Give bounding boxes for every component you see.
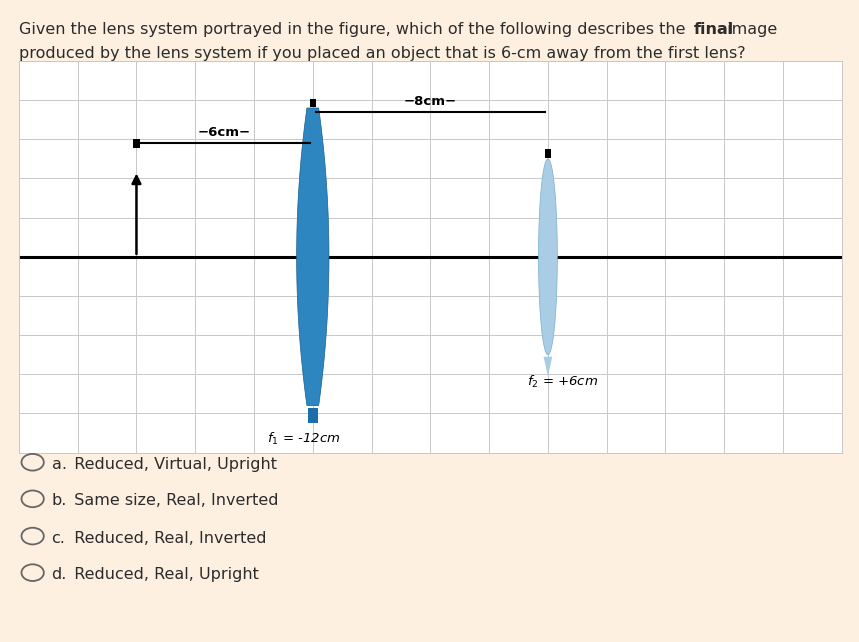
Text: d.: d. (52, 568, 67, 582)
Text: a.: a. (52, 457, 66, 472)
Text: b.: b. (52, 494, 67, 508)
Text: −6cm−: −6cm− (198, 126, 251, 139)
Text: Reduced, Real, Upright: Reduced, Real, Upright (64, 568, 259, 582)
Text: produced by the lens system if you placed an object that is 6-cm away from the f: produced by the lens system if you place… (19, 46, 746, 61)
Text: −8cm−: −8cm− (404, 95, 457, 108)
Bar (545, 150, 551, 158)
Text: final: final (694, 22, 734, 37)
Text: $f_2$ = +6cm: $f_2$ = +6cm (527, 374, 598, 390)
Text: image: image (722, 22, 777, 37)
Text: c.: c. (52, 531, 65, 546)
Text: $f_1$ = -12cm: $f_1$ = -12cm (267, 431, 341, 447)
Bar (133, 139, 140, 148)
Text: Reduced, Real, Inverted: Reduced, Real, Inverted (64, 531, 267, 546)
Bar (308, 408, 318, 423)
Text: Given the lens system portrayed in the figure, which of the following describes : Given the lens system portrayed in the f… (19, 22, 691, 37)
Polygon shape (544, 357, 552, 376)
Bar (309, 99, 316, 107)
Polygon shape (296, 108, 329, 406)
Text: Same size, Real, Inverted: Same size, Real, Inverted (64, 494, 279, 508)
Polygon shape (539, 159, 557, 355)
Text: Reduced, Virtual, Upright: Reduced, Virtual, Upright (64, 457, 277, 472)
